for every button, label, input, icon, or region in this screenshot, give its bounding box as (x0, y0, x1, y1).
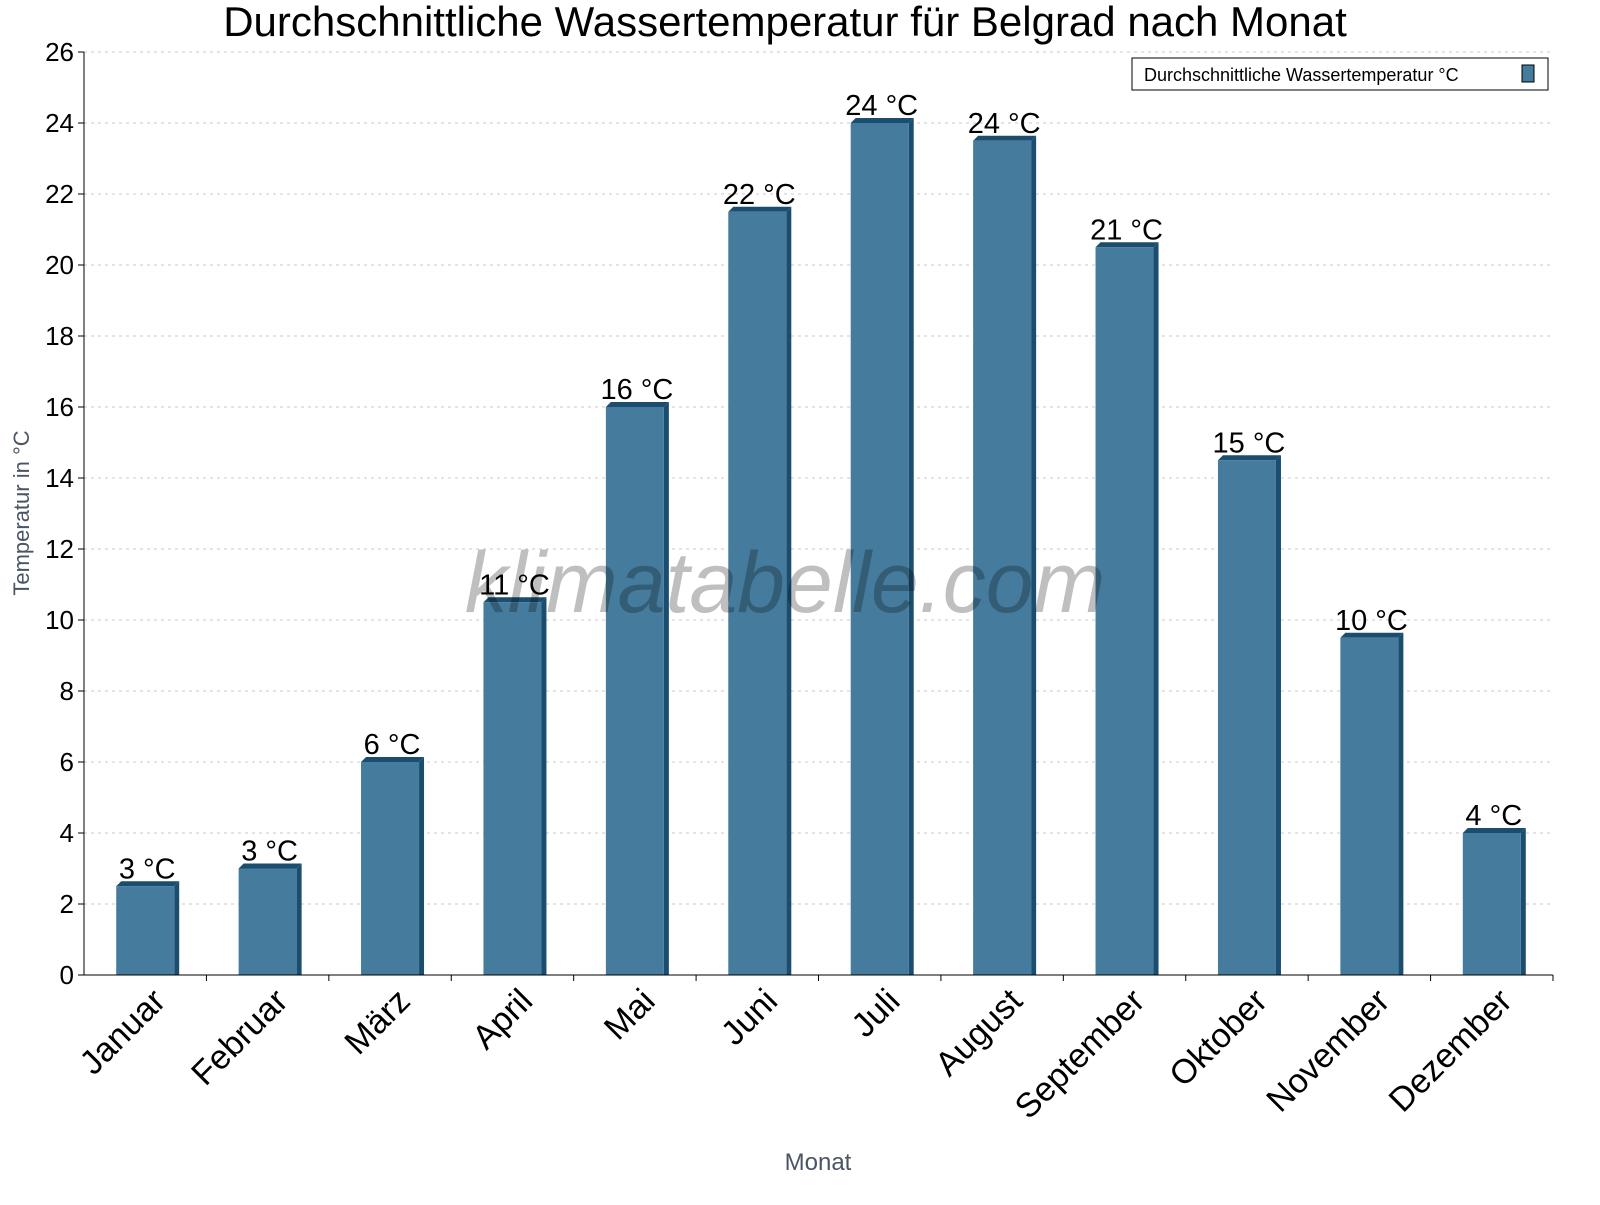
x-tick-label: November (1259, 982, 1397, 1120)
data-label: 3 °C (241, 836, 298, 868)
bar-top (1217, 455, 1281, 461)
bar-top (238, 863, 302, 869)
x-tick-label: Oktober (1162, 982, 1274, 1094)
bar-side (1031, 135, 1037, 975)
y-tick-label: 2 (60, 889, 74, 919)
bar (850, 123, 909, 975)
watermark: klimatabelle.com (465, 535, 1105, 631)
data-label: 3 °C (119, 853, 176, 885)
bar-top (1095, 242, 1159, 248)
bar (116, 886, 175, 975)
x-tick-label: Mai (597, 982, 663, 1048)
bar (361, 762, 420, 975)
y-axis-label: Temperatur in °C (9, 430, 34, 595)
legend: Durchschnittliche Wassertemperatur °C (1131, 57, 1549, 91)
y-tick-label: 26 (45, 37, 74, 67)
x-tick-label: Dezember (1382, 982, 1520, 1120)
bar (1095, 247, 1154, 975)
bar-side (541, 597, 547, 975)
bar (1340, 637, 1399, 975)
bar-top (1340, 632, 1404, 638)
bar-side (1275, 455, 1281, 975)
x-tick-label: Juni (714, 982, 785, 1053)
x-tick-label: Juli (844, 982, 907, 1045)
y-tick-label: 24 (45, 108, 74, 138)
bar-top (973, 135, 1037, 141)
y-tick-label: 14 (45, 463, 74, 493)
y-tick-label: 12 (45, 534, 74, 564)
bar-top (1462, 828, 1526, 833)
data-label: 16 °C (600, 374, 673, 406)
bar-side (908, 118, 914, 975)
bar-side (296, 863, 302, 975)
y-tick-label: 16 (45, 392, 74, 422)
bar (1217, 460, 1276, 975)
data-label: 15 °C (1213, 427, 1286, 459)
x-tick-label: September (1008, 982, 1152, 1126)
data-label: 10 °C (1335, 605, 1408, 637)
bar-side (1520, 828, 1526, 975)
bar-side (1153, 242, 1159, 975)
data-label: 21 °C (1090, 214, 1163, 246)
x-tick-label: April (465, 982, 540, 1057)
y-tick-label: 18 (45, 321, 74, 351)
bar-side (419, 757, 425, 975)
chart-title: Durchschnittliche Wassertemperatur für B… (223, 0, 1347, 45)
bars: 3 °C 3 °C 6 °C 11 °C 16 °C 22 °C 24 °C 24 °C 21 … (116, 90, 1526, 975)
y-tick-label: 20 (45, 250, 74, 280)
bar (238, 868, 297, 975)
bar-top (850, 118, 914, 123)
bar-top (483, 597, 547, 603)
data-label: 22 °C (723, 179, 796, 211)
bar (973, 140, 1032, 975)
bar (483, 602, 542, 975)
bar-side (1398, 632, 1404, 975)
bar-top (605, 402, 669, 407)
x-tick-label: August (928, 981, 1030, 1083)
bar-side (174, 881, 180, 975)
bar-top (116, 881, 180, 887)
data-label: 24 °C (968, 108, 1041, 140)
y-tick-label: 6 (60, 747, 74, 777)
legend-swatch (1521, 64, 1535, 83)
bar-side (786, 206, 792, 975)
x-tick-label: März (337, 982, 417, 1062)
y-tick-label: 0 (60, 960, 74, 990)
bar (728, 211, 787, 975)
data-label: 11 °C (479, 569, 550, 601)
y-tick-label: 4 (60, 818, 74, 848)
grid-lines (84, 51, 1553, 905)
x-tick-label: Februar (184, 982, 295, 1093)
y-tick-label: 10 (45, 605, 74, 635)
x-tick-label: Januar (72, 982, 172, 1082)
y-tick-label: 8 (60, 676, 74, 706)
data-label: 6 °C (364, 729, 421, 761)
bar (605, 407, 664, 975)
legend-label: Durchschnittliche Wassertemperatur °C (1144, 65, 1459, 85)
bar (1462, 833, 1521, 975)
x-axis-label: Monat (785, 1149, 852, 1176)
data-label: 24 °C (845, 90, 918, 122)
bar-top (728, 206, 792, 212)
bar-side (663, 402, 669, 975)
bar-top (361, 757, 425, 762)
data-label: 4 °C (1465, 800, 1522, 832)
y-tick-label: 22 (45, 179, 74, 209)
